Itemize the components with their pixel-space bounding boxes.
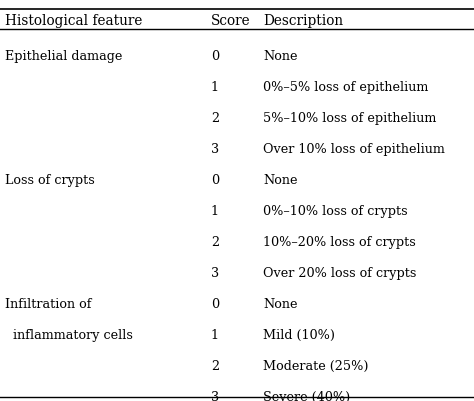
- Text: Over 20% loss of crypts: Over 20% loss of crypts: [263, 266, 417, 279]
- Text: 0%–10% loss of crypts: 0%–10% loss of crypts: [263, 205, 408, 217]
- Text: 2: 2: [211, 359, 219, 372]
- Text: 1: 1: [211, 205, 219, 217]
- Text: Mild (10%): Mild (10%): [263, 328, 335, 341]
- Text: None: None: [263, 174, 298, 186]
- Text: Loss of crypts: Loss of crypts: [5, 174, 94, 186]
- Text: Moderate (25%): Moderate (25%): [263, 359, 369, 372]
- Text: 3: 3: [211, 266, 219, 279]
- Text: 0: 0: [211, 50, 219, 63]
- Text: Epithelial damage: Epithelial damage: [5, 50, 122, 63]
- Text: 0: 0: [211, 297, 219, 310]
- Text: 0%–5% loss of epithelium: 0%–5% loss of epithelium: [263, 81, 428, 94]
- Text: 3: 3: [211, 143, 219, 156]
- Text: 1: 1: [211, 81, 219, 94]
- Text: Infiltration of: Infiltration of: [5, 297, 91, 310]
- Text: 2: 2: [211, 235, 219, 248]
- Text: 5%–10% loss of epithelium: 5%–10% loss of epithelium: [263, 112, 437, 125]
- Text: inflammatory cells: inflammatory cells: [5, 328, 133, 341]
- Text: None: None: [263, 50, 298, 63]
- Text: Severe (40%): Severe (40%): [263, 390, 350, 401]
- Text: 1: 1: [211, 328, 219, 341]
- Text: Histological feature: Histological feature: [5, 14, 142, 28]
- Text: None: None: [263, 297, 298, 310]
- Text: Description: Description: [263, 14, 343, 28]
- Text: 0: 0: [211, 174, 219, 186]
- Text: 10%–20% loss of crypts: 10%–20% loss of crypts: [263, 235, 416, 248]
- Text: Score: Score: [211, 14, 251, 28]
- Text: 2: 2: [211, 112, 219, 125]
- Text: 3: 3: [211, 390, 219, 401]
- Text: Over 10% loss of epithelium: Over 10% loss of epithelium: [263, 143, 445, 156]
